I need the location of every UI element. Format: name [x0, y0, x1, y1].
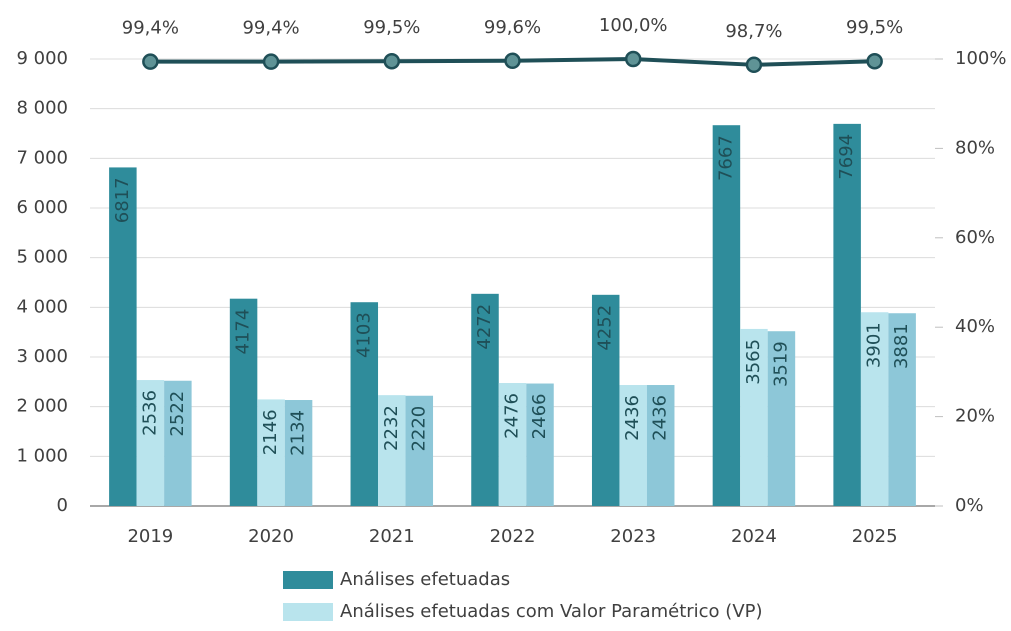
bar-value-label: 4103: [353, 312, 374, 358]
bar-value-label: 2466: [529, 394, 550, 440]
bar: [767, 331, 796, 506]
y-tick-label: 9 000: [16, 48, 68, 69]
bar-value-label: 2476: [502, 393, 523, 439]
bar: [164, 380, 192, 506]
x-tick-label: 2020: [248, 526, 294, 547]
bar-value-label: 3565: [743, 339, 764, 385]
line-value-label: 99,4%: [242, 18, 299, 39]
legend-swatch: [283, 603, 333, 621]
bar-value-label: 2436: [622, 395, 643, 441]
line-value-label: 98,7%: [725, 21, 782, 42]
bar: [498, 383, 527, 506]
bar: [888, 313, 916, 506]
line-marker: [142, 53, 159, 70]
bar-value-label: 2220: [408, 406, 429, 452]
x-tick-label: 2019: [127, 526, 173, 547]
bar-value-label: 7667: [715, 135, 736, 181]
bar-value-label: 2232: [381, 405, 402, 451]
bar-value-label: 3519: [770, 341, 791, 387]
x-tick-label: 2022: [490, 526, 536, 547]
bar: [284, 400, 313, 506]
y2-tick-label: 100%: [955, 48, 1006, 69]
x-tick-label: 2023: [610, 526, 656, 547]
line-value-label: 99,6%: [484, 17, 541, 38]
legend-label: Análises efetuadas com Valor Paramétrico…: [340, 601, 763, 622]
bar-value-label: 6817: [112, 177, 133, 223]
y-tick-label: 5 000: [16, 247, 68, 268]
x-tick-label: 2025: [852, 526, 898, 547]
y-tick-label: 1 000: [16, 445, 68, 466]
bar-value-label: 4272: [474, 304, 495, 350]
bar: [740, 328, 768, 506]
bar-value-label: 2436: [650, 395, 671, 441]
bar: [471, 293, 499, 506]
y-tick-label: 2 000: [16, 396, 68, 417]
bar: [350, 302, 379, 506]
bar: [405, 395, 434, 506]
legend-swatch: [283, 571, 333, 589]
bar-value-label: 3901: [864, 322, 885, 368]
line-marker: [262, 53, 280, 70]
bar: [860, 312, 889, 506]
line-marker: [504, 52, 521, 70]
bar: [646, 385, 675, 506]
y2-tick-label: 60%: [955, 227, 995, 248]
y-tick-label: 0: [57, 495, 68, 516]
y-tick-label: 7 000: [16, 147, 68, 168]
bar: [109, 167, 137, 506]
x-tick-label: 2021: [369, 526, 415, 547]
bar: [136, 380, 165, 506]
bar-value-label: 4252: [595, 305, 616, 351]
bar: [833, 123, 861, 506]
bar-value-label: 2536: [139, 390, 160, 436]
y-tick-label: 6 000: [16, 197, 68, 218]
legend-label: Análises efetuadas: [340, 569, 510, 590]
x-tick-label: 2024: [731, 526, 777, 547]
line-marker: [745, 56, 763, 74]
bar: [378, 395, 406, 506]
line-marker: [624, 50, 642, 68]
y2-tick-label: 20%: [955, 406, 995, 427]
bar: [257, 399, 285, 506]
bar: [712, 125, 741, 507]
bar: [591, 294, 620, 506]
bar: [229, 298, 258, 506]
bar-value-label: 2134: [288, 410, 309, 456]
bar: [526, 383, 554, 506]
bar: [619, 385, 647, 506]
line-value-label: 100,0%: [599, 15, 668, 36]
line-value-label: 99,5%: [846, 17, 903, 38]
bar-value-label: 3881: [891, 323, 912, 369]
bar-value-label: 2522: [167, 391, 188, 437]
line-marker: [383, 52, 401, 70]
y2-tick-label: 80%: [955, 137, 995, 158]
line-value-label: 99,4%: [122, 18, 179, 39]
y-tick-label: 8 000: [16, 98, 68, 119]
y-tick-label: 4 000: [16, 296, 68, 317]
bar-value-label: 7694: [836, 134, 857, 180]
line-marker: [866, 52, 883, 70]
bar-value-label: 2146: [260, 409, 281, 455]
line-value-label: 99,5%: [363, 17, 420, 38]
bar-value-label: 4174: [233, 309, 254, 355]
y2-tick-label: 0%: [955, 495, 984, 516]
y-tick-label: 3 000: [16, 346, 68, 367]
y2-tick-label: 40%: [955, 316, 995, 337]
